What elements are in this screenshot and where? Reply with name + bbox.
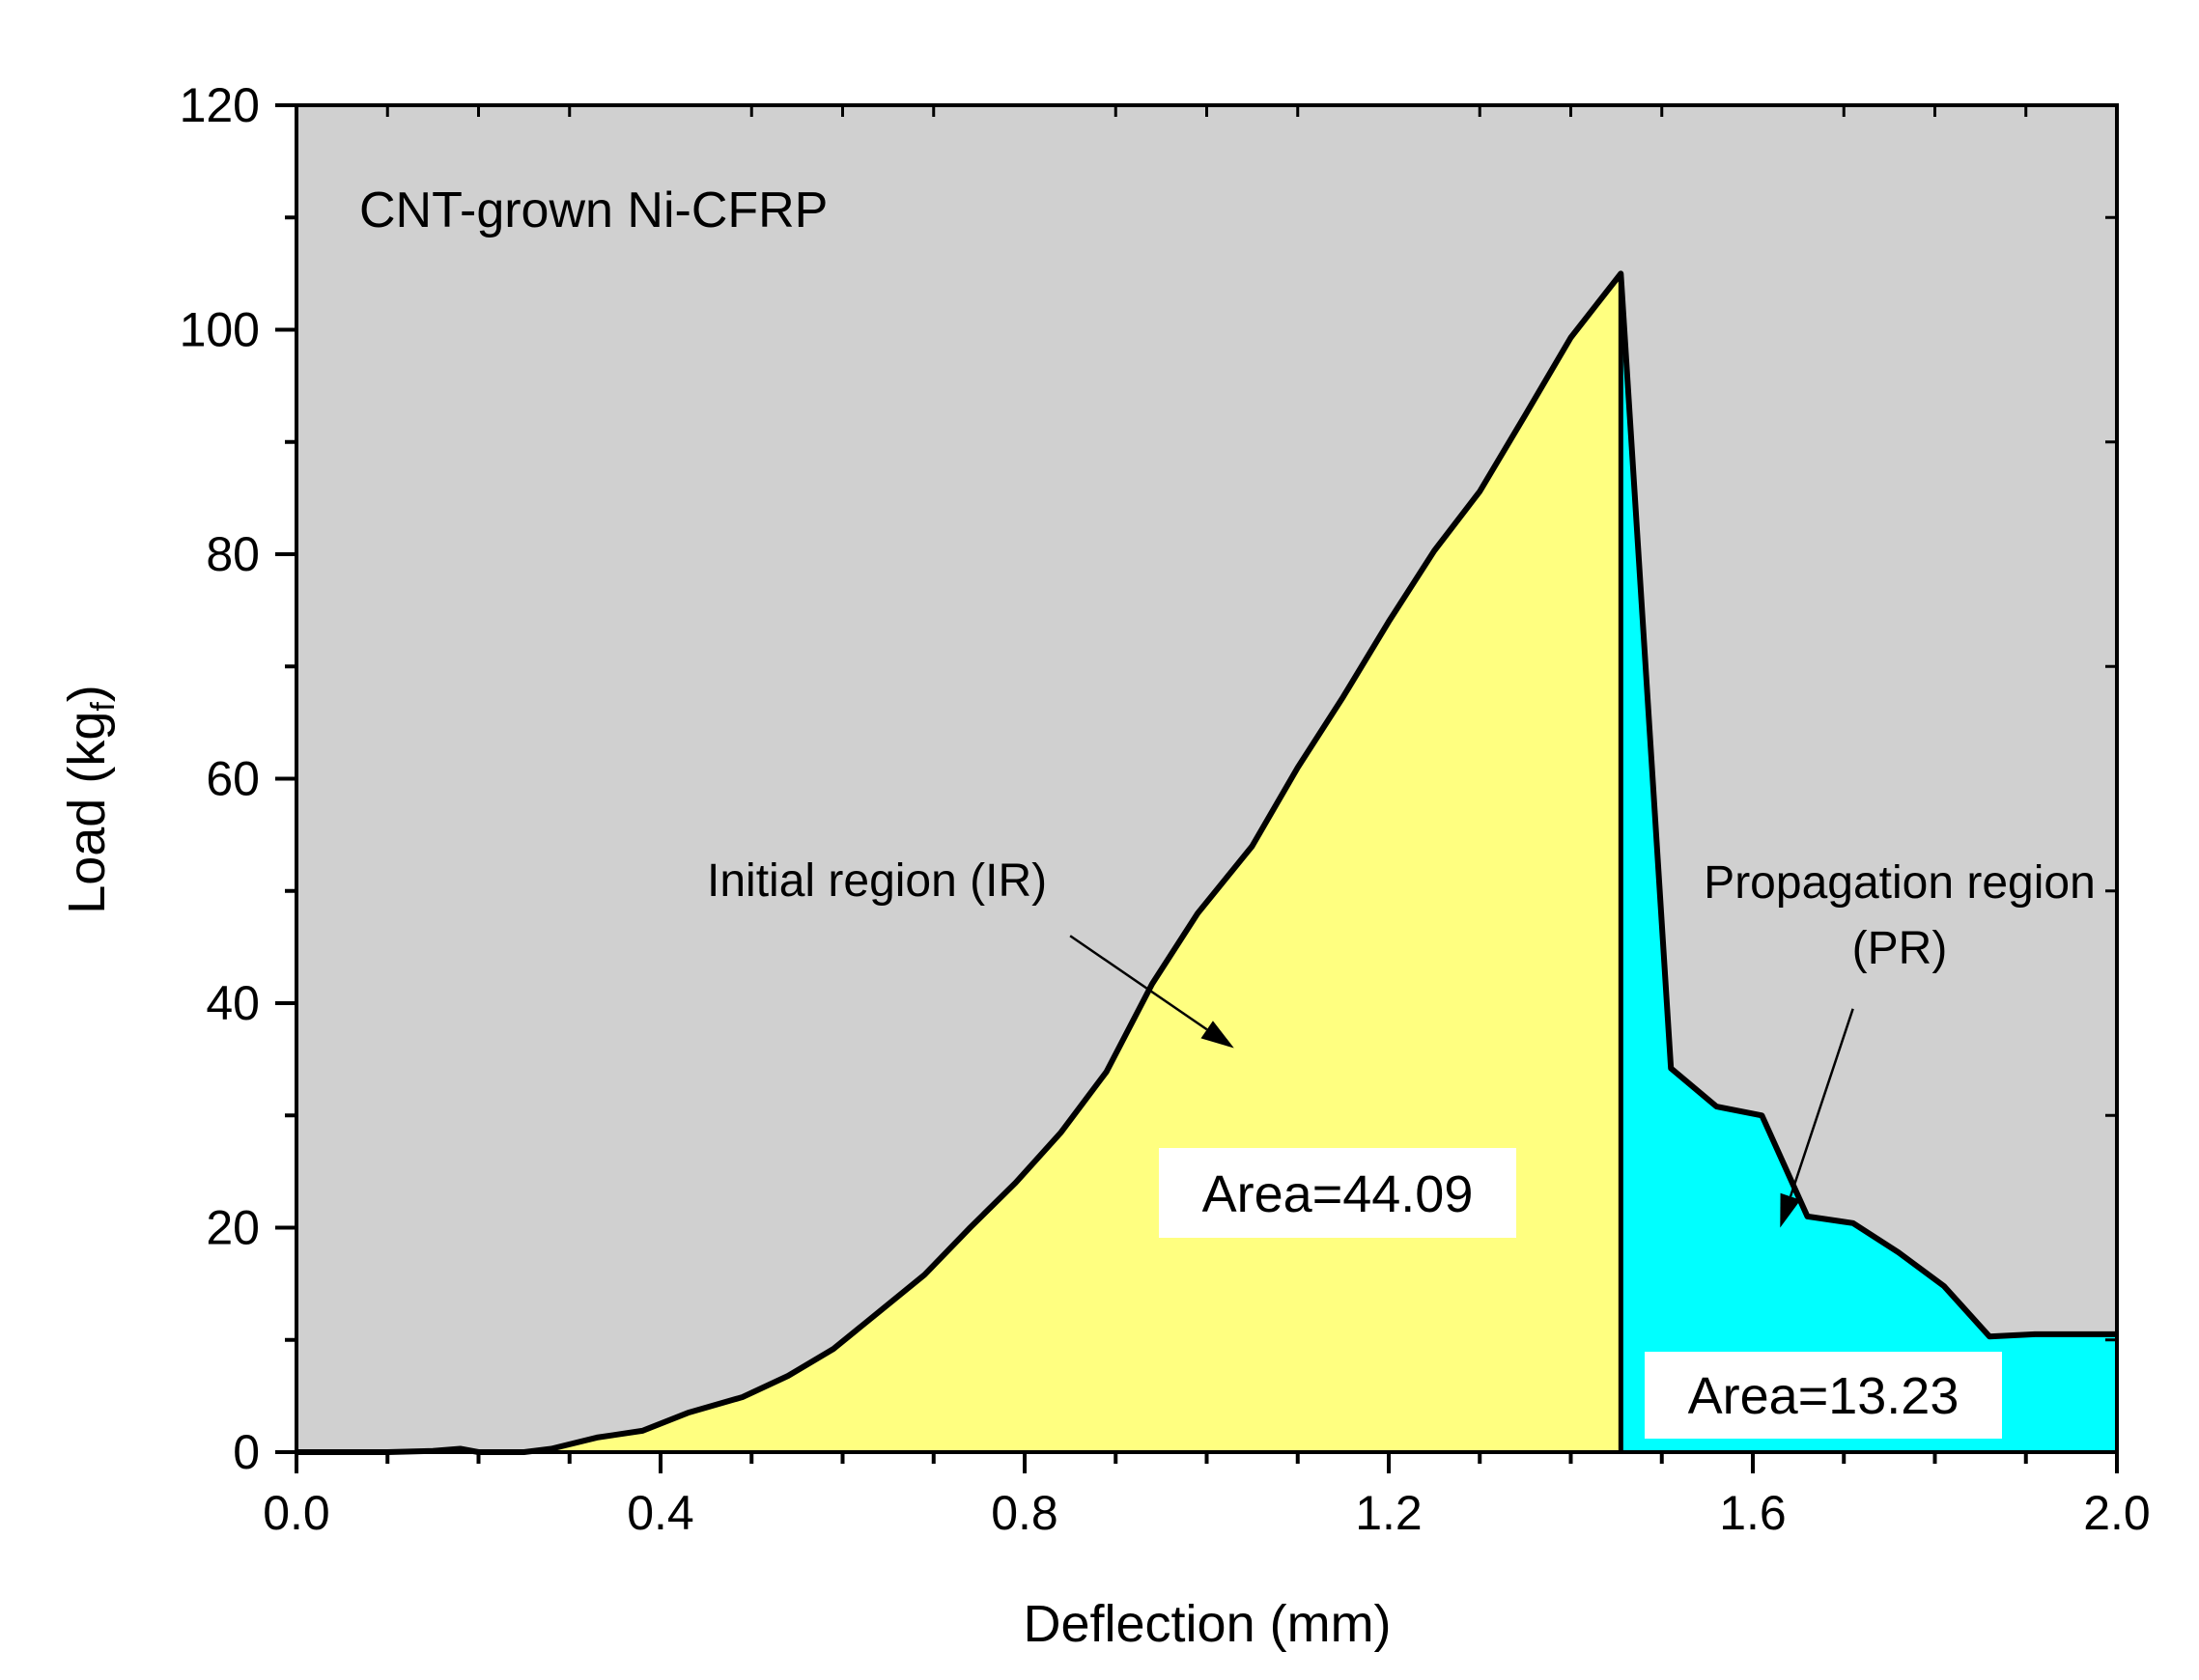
- ir-area-label: Area=44.09: [1202, 1165, 1474, 1223]
- y-tick-label: 40: [206, 976, 260, 1030]
- propagation-region-fill: [1621, 273, 2117, 1452]
- pr-arrow: [1789, 1008, 1854, 1197]
- x-tick-label: 0.8: [991, 1486, 1058, 1540]
- x-axis-title: Deflection (mm): [1023, 1595, 1391, 1653]
- y-axis-title: Load (kgf): [58, 685, 122, 914]
- x-tick-label: 0.0: [263, 1486, 330, 1540]
- x-tick-label: 2.0: [2083, 1486, 2151, 1540]
- pr-area-label-box: [1645, 1352, 2002, 1439]
- pr-arrow-head: [1780, 1192, 1801, 1228]
- pr-annotation-label-line2: (PR): [1852, 923, 1948, 974]
- x-tick-label: 1.6: [1719, 1486, 1787, 1540]
- y-axis-ticks: 0 20 40 60 80 100 120: [180, 78, 2117, 1479]
- ir-annotation-label: Initial region (IR): [707, 855, 1047, 907]
- y-tick-label: 0: [233, 1425, 260, 1479]
- x-tick-label: 0.4: [627, 1486, 694, 1540]
- y-tick-label: 100: [180, 303, 260, 357]
- y-tick-label: 120: [180, 78, 260, 132]
- ir-area-label-box: [1159, 1148, 1516, 1238]
- y-tick-label: 60: [206, 752, 260, 806]
- x-axis-ticks: 0.0 0.4 0.8 1.2 1.6 2.0: [263, 105, 2151, 1540]
- x-tick-label: 1.2: [1355, 1486, 1423, 1540]
- ir-arrow: [1069, 935, 1208, 1031]
- pr-area-label: Area=13.23: [1688, 1367, 1959, 1425]
- y-tick-label: 80: [206, 527, 260, 581]
- y-axis-title-subscript: f: [85, 702, 122, 712]
- chart-title: CNT-grown Ni-CFRP: [359, 182, 828, 238]
- y-axis-title-close: ): [58, 685, 116, 702]
- y-axis-title-main: Load (kg: [58, 712, 116, 914]
- ir-arrow-head: [1200, 1021, 1234, 1049]
- pr-annotation-label-line1: Propagation region: [1704, 857, 2096, 909]
- y-tick-label: 20: [206, 1201, 260, 1255]
- load-deflection-curve: [296, 270, 2117, 1455]
